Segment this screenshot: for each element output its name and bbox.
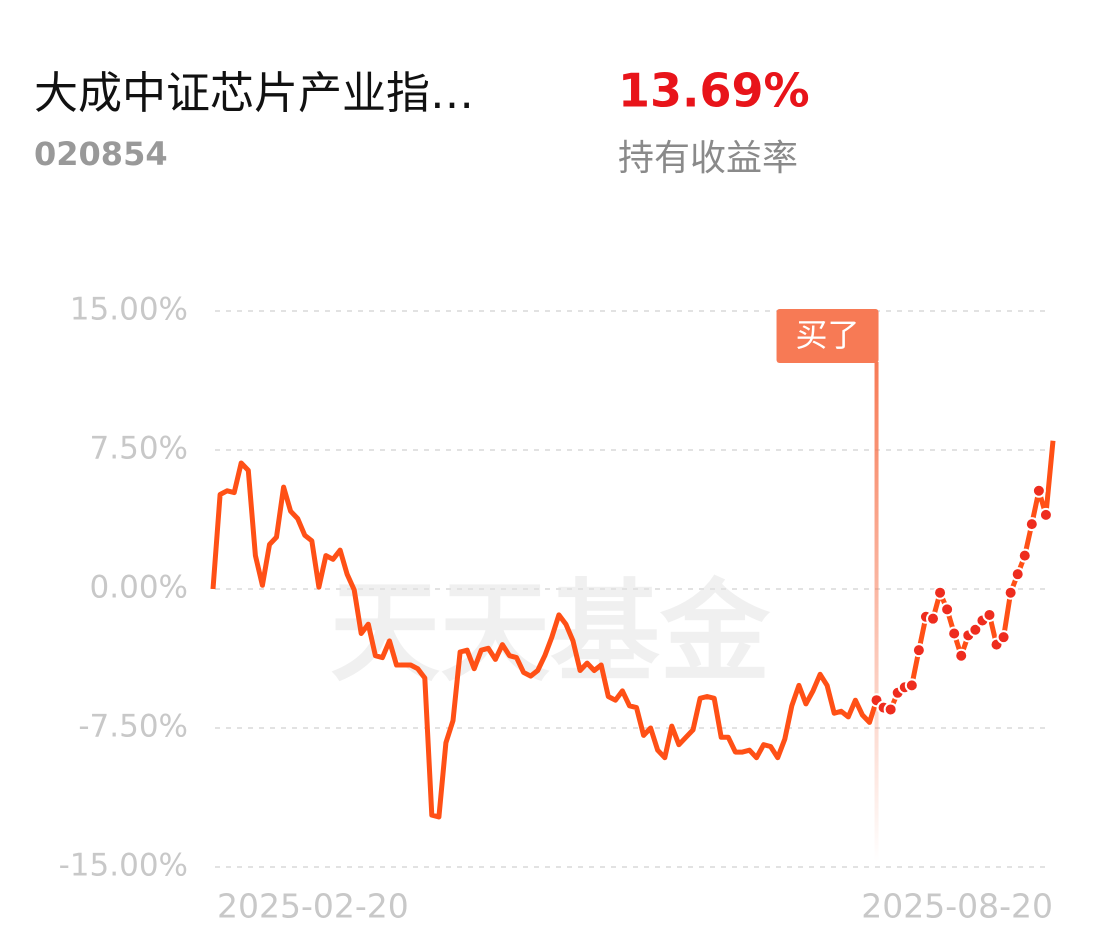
point-dot — [933, 585, 948, 600]
point-dot — [926, 611, 940, 626]
return-value: 13.69% — [618, 64, 810, 118]
point-dot — [940, 602, 955, 617]
point-dot — [1024, 517, 1039, 532]
point-dot — [1031, 483, 1046, 498]
point-dot — [954, 648, 969, 663]
point-dot — [982, 607, 997, 622]
point-dot — [1038, 507, 1053, 522]
x-tick-label: 2025-08-20 — [861, 887, 1053, 926]
plot: 15.00% 7.50% 0.00% -7.50% -15.00% 2025-02-20 2… — [59, 292, 1056, 926]
y-tick-label: 0.00% — [90, 570, 188, 606]
point-dot — [1010, 567, 1025, 582]
fund-code: 020854 — [34, 135, 168, 173]
point-dot — [883, 702, 898, 717]
point-dot — [904, 678, 919, 693]
return-label: 持有收益率 — [618, 138, 798, 179]
point-dot — [1003, 585, 1018, 600]
point-dot — [996, 630, 1011, 645]
y-tick-label: -15.00% — [59, 848, 188, 884]
buy-label: 买了 — [796, 316, 860, 354]
point-dot — [968, 622, 983, 637]
y-tick-label: -7.50% — [78, 709, 188, 745]
y-tick-label: 15.00% — [70, 292, 188, 328]
buy-line — [874, 362, 879, 862]
point-dot — [1017, 548, 1032, 563]
point-dot — [947, 626, 962, 641]
y-tick-label: 7.50% — [90, 431, 188, 467]
buy-label-bg — [776, 309, 879, 363]
point-dot — [911, 643, 926, 658]
watermark: 天天基金 — [330, 568, 771, 696]
fund-name: 大成中证芯片产业指… — [34, 68, 474, 119]
x-tick-label: 2025-02-20 — [217, 887, 409, 926]
